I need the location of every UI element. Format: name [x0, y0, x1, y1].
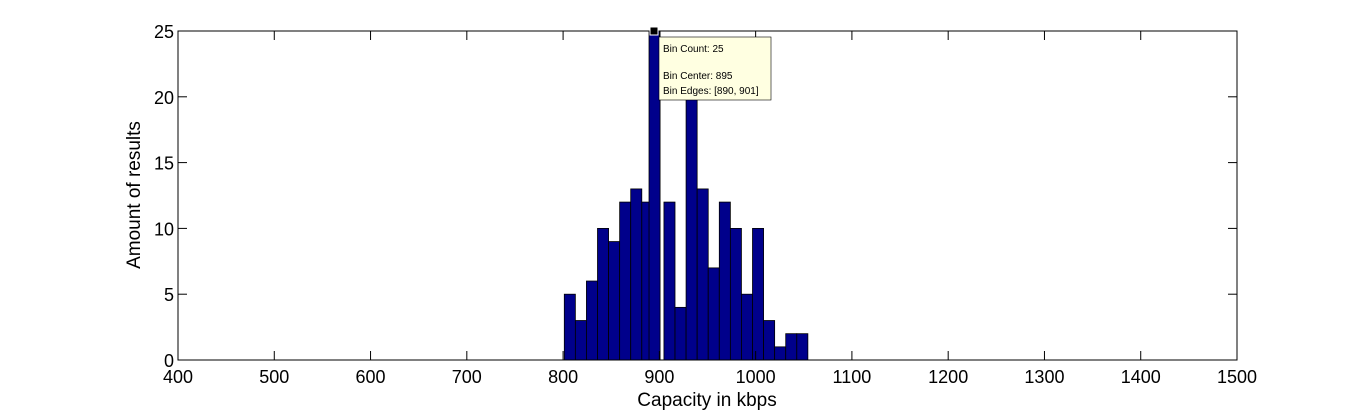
histogram-bar[interactable] — [763, 320, 776, 361]
datatip-bin-edges: Bin Edges: [890, 901] — [663, 86, 759, 97]
histogram-bar[interactable] — [563, 293, 576, 361]
datatip[interactable]: Bin Count: 25 Bin Center: 895 Bin Edges:… — [649, 26, 772, 101]
y-tick-label: 15 — [154, 154, 174, 174]
histogram-bar[interactable] — [597, 227, 609, 361]
histogram-bar[interactable] — [674, 306, 687, 361]
histogram-bar[interactable] — [752, 227, 764, 361]
datatip-box — [658, 36, 772, 101]
histogram-bar[interactable] — [685, 96, 698, 361]
histogram-bar[interactable] — [608, 241, 621, 361]
histogram-bar[interactable] — [663, 201, 676, 361]
datatip-bin-center: Bin Center: 895 — [663, 71, 733, 82]
x-tick-label: 1000 — [736, 367, 776, 387]
histogram-bar[interactable] — [696, 188, 709, 361]
histogram-bar[interactable] — [729, 227, 742, 361]
x-tick-label: 900 — [644, 367, 674, 387]
x-tick-label: 700 — [452, 367, 482, 387]
y-tick-label: 0 — [164, 351, 174, 371]
x-tick-label: 400 — [163, 367, 193, 387]
x-tick-label: 500 — [259, 367, 289, 387]
y-tick-label: 5 — [164, 285, 174, 305]
histogram-bar[interactable] — [574, 320, 587, 361]
x-axis-title: Capacity in kbps — [637, 390, 776, 411]
histogram-bar[interactable] — [718, 201, 731, 361]
datatip-marker[interactable] — [649, 26, 659, 36]
datatip-bin-count: Bin Count: 25 — [663, 44, 724, 55]
histogram-bar[interactable] — [774, 346, 787, 361]
x-tick-label: 1300 — [1024, 367, 1064, 387]
y-tick-label: 20 — [154, 88, 174, 108]
tick-labels-group: 400 500 600 700 800 900 1000 1100 1200 1300 1400 15… — [154, 22, 1257, 387]
x-tick-label: 800 — [548, 367, 578, 387]
histogram-bar[interactable] — [630, 188, 643, 361]
y-axis-title: Amount of results — [124, 121, 145, 269]
histogram-bar[interactable] — [586, 280, 598, 361]
x-tick-label: 1200 — [928, 367, 968, 387]
histogram-bar[interactable] — [648, 30, 661, 361]
histogram-bar[interactable] — [785, 333, 798, 361]
x-tick-label: 1400 — [1121, 367, 1161, 387]
x-tick-label: 1100 — [833, 367, 872, 387]
plot-frame — [177, 30, 1238, 361]
histogram-bar[interactable] — [707, 267, 720, 361]
histogram-bar[interactable] — [741, 293, 753, 361]
ticks-group — [177, 30, 1238, 361]
x-tick-label: 600 — [356, 367, 386, 387]
histogram-bar[interactable] — [619, 201, 632, 361]
x-tick-label: 1500 — [1217, 367, 1257, 387]
y-tick-label: 25 — [154, 22, 174, 42]
y-tick-label: 10 — [154, 219, 174, 239]
histogram-bar[interactable] — [796, 333, 809, 361]
